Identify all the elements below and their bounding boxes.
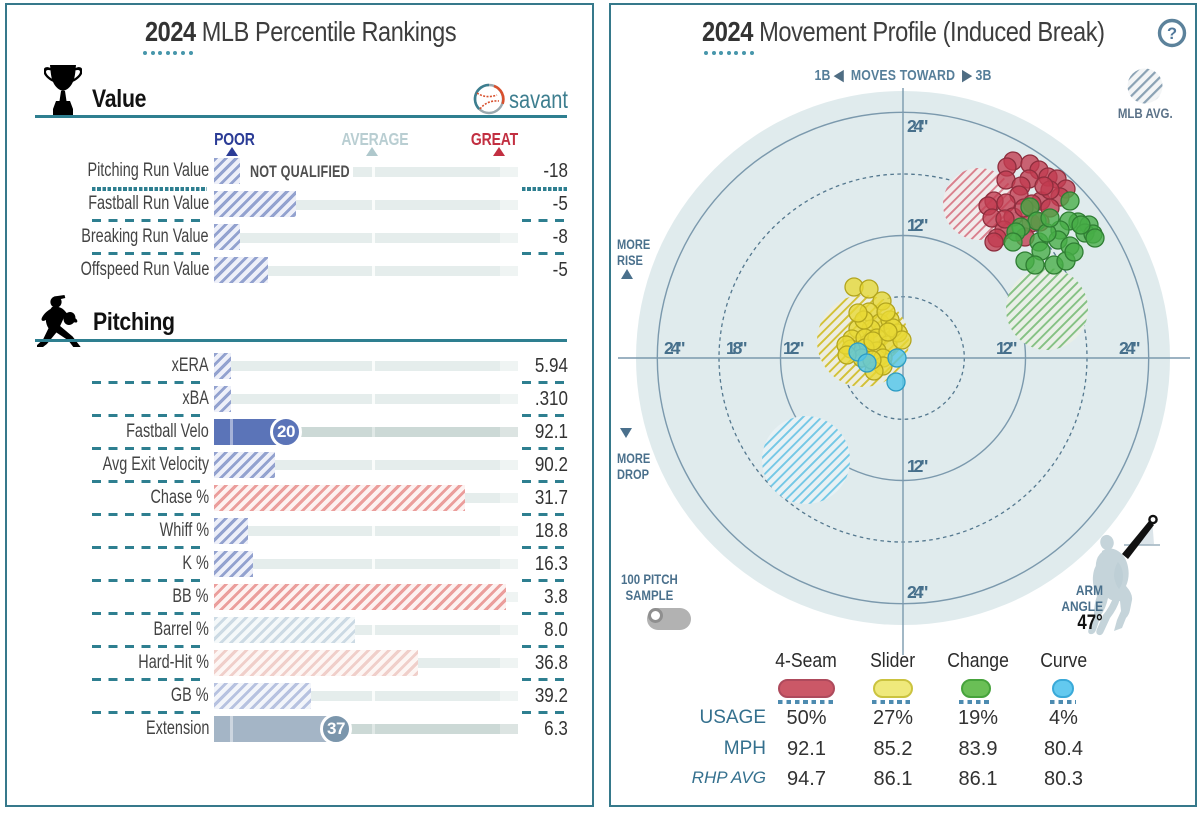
svg-text:12": 12" [783,338,805,358]
svg-text:24": 24" [664,338,686,358]
svg-text:24": 24" [1119,338,1141,358]
svg-text:24": 24" [907,116,929,136]
svg-text:12": 12" [996,338,1018,358]
svg-text:?: ? [1167,25,1177,43]
svg-text:24": 24" [907,582,929,602]
svg-text:12": 12" [907,215,929,235]
svg-text:12": 12" [907,456,929,476]
svg-text:18": 18" [726,338,748,358]
